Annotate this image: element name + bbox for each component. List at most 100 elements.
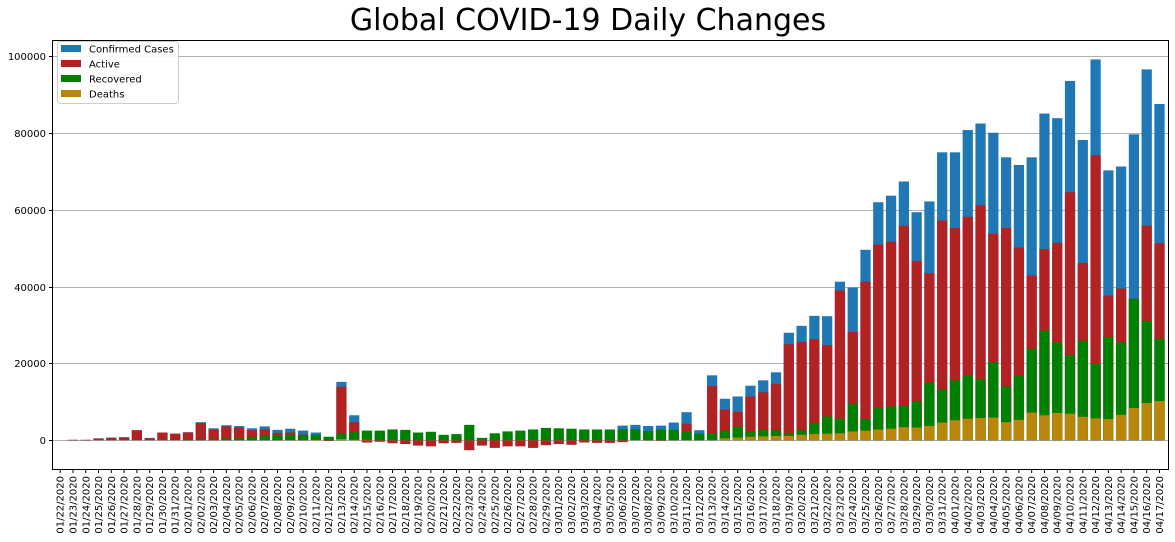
x-tick-label-78: 04/09/2020 — [1053, 476, 1064, 534]
bar-deaths-20 — [310, 439, 321, 441]
bar-active-51 — [707, 386, 718, 441]
bar-recovered-45 — [630, 429, 641, 441]
x-tick-label-82: 04/13/2020 — [1104, 476, 1115, 534]
x-tick-label-24: 02/15/2020 — [362, 476, 373, 534]
x-tick-label-72: 04/03/2020 — [976, 476, 987, 534]
bar-deaths-77 — [1039, 415, 1050, 441]
x-tick-label-84: 04/15/2020 — [1129, 476, 1140, 534]
legend-box — [57, 41, 179, 104]
bar-active-2 — [80, 439, 91, 441]
legend-swatch-confirmed-cases — [61, 45, 81, 52]
bar-recovered-66 — [898, 406, 909, 441]
x-tick-label-29: 02/20/2020 — [426, 476, 437, 534]
bar-active-26 — [387, 440, 398, 444]
x-tick-label-52: 03/14/2020 — [720, 476, 731, 534]
chart-title: Global COVID-19 Daily Changes — [350, 3, 826, 38]
bar-active-33 — [476, 440, 488, 446]
bar-deaths-64 — [873, 429, 884, 441]
bar-recovered-22 — [336, 433, 347, 441]
x-tick-label-67: 03/29/2020 — [912, 476, 923, 534]
bar-recovered-47 — [655, 429, 667, 441]
bar-recovered-23 — [349, 432, 360, 441]
bar-recovered-78 — [1052, 342, 1063, 441]
x-tick-label-7: 01/29/2020 — [145, 476, 156, 534]
bar-deaths-85 — [1141, 402, 1152, 441]
bar-deaths-68 — [924, 426, 935, 441]
bar-deaths-69 — [937, 422, 948, 441]
bar-deaths-61 — [834, 433, 846, 441]
bar-deaths-63 — [860, 430, 871, 441]
bar-recovered-55 — [758, 429, 769, 441]
bar-recovered-51 — [707, 433, 718, 441]
x-tick-label-41: 03/03/2020 — [580, 476, 591, 534]
bar-recovered-69 — [937, 389, 948, 441]
bar-active-56 — [770, 383, 782, 441]
legend-swatch-deaths — [61, 90, 81, 97]
bar-active-38 — [540, 440, 552, 446]
bar-recovered-70 — [949, 380, 961, 441]
bar-active-24 — [361, 440, 373, 443]
bar-deaths-53 — [732, 437, 743, 441]
bar-recovered-84 — [1128, 298, 1140, 441]
bar-deaths-73 — [988, 417, 999, 441]
x-tick-label-40: 03/02/2020 — [567, 476, 578, 534]
bar-active-25 — [374, 440, 385, 442]
bar-active-67 — [911, 260, 922, 441]
grid — [53, 56, 1168, 441]
bar-active-11 — [195, 422, 206, 441]
y-tick-label-100000: 100000 — [8, 52, 46, 63]
bar-recovered-32 — [464, 424, 475, 441]
bar-recovered-17 — [272, 435, 283, 441]
x-tick-label-13: 02/04/2020 — [222, 476, 233, 534]
bar-recovered-25 — [374, 430, 385, 441]
bar-recovered-26 — [387, 429, 398, 441]
bar-active-69 — [937, 220, 948, 441]
x-tick-label-69: 03/31/2020 — [938, 476, 949, 534]
bar-active-52 — [719, 409, 731, 441]
bar-active-53 — [732, 411, 743, 441]
bar-active-35 — [502, 440, 513, 447]
bar-recovered-24 — [361, 430, 373, 441]
bar-active-43 — [604, 440, 615, 443]
bar-deaths-65 — [885, 428, 897, 441]
bar-active-27 — [400, 440, 411, 445]
bar-active-31 — [451, 440, 462, 443]
bar-active-81 — [1090, 155, 1101, 441]
legend-label-active: Active — [89, 60, 120, 71]
bar-active-62 — [847, 331, 858, 441]
x-tick-label-56: 03/18/2020 — [772, 476, 783, 534]
bar-active-14 — [234, 427, 245, 441]
bar-recovered-30 — [438, 434, 449, 441]
bar-active-3 — [93, 438, 104, 441]
x-tick-label-57: 03/19/2020 — [784, 476, 795, 534]
bar-deaths-78 — [1052, 412, 1063, 441]
x-tick-label-74: 04/05/2020 — [1002, 476, 1013, 534]
bar-active-47 — [655, 440, 667, 441]
bar-active-12 — [208, 429, 219, 441]
x-tick-label-50: 03/12/2020 — [695, 476, 706, 534]
bar-deaths-52 — [719, 438, 731, 441]
bar-recovered-74 — [1001, 386, 1012, 441]
bar-recovered-80 — [1077, 340, 1088, 441]
x-tick-label-26: 02/17/2020 — [388, 476, 399, 534]
bar-active-7 — [144, 438, 155, 441]
bar-active-58 — [796, 341, 807, 441]
x-tick-label-3: 01/25/2020 — [94, 476, 105, 534]
x-tick-label-83: 04/14/2020 — [1117, 476, 1128, 534]
bar-recovered-42 — [591, 429, 603, 441]
bar-recovered-68 — [924, 382, 935, 441]
x-tick-label-61: 03/23/2020 — [835, 476, 846, 534]
x-tick-label-64: 03/26/2020 — [874, 476, 885, 534]
bar-deaths-82 — [1103, 419, 1114, 441]
x-tick-label-2: 01/24/2020 — [81, 476, 92, 534]
bar-active-41 — [579, 440, 590, 443]
bar-recovered-39 — [553, 428, 564, 441]
bar-active-13 — [221, 426, 232, 441]
bar-recovered-18 — [285, 434, 296, 441]
bar-active-6 — [131, 430, 143, 441]
legend-label-deaths: Deaths — [89, 90, 124, 101]
bar-recovered-73 — [988, 362, 999, 441]
bar-recovered-72 — [975, 379, 986, 441]
x-tick-label-16: 02/07/2020 — [260, 476, 271, 534]
x-tick-label-23: 02/14/2020 — [350, 476, 361, 534]
